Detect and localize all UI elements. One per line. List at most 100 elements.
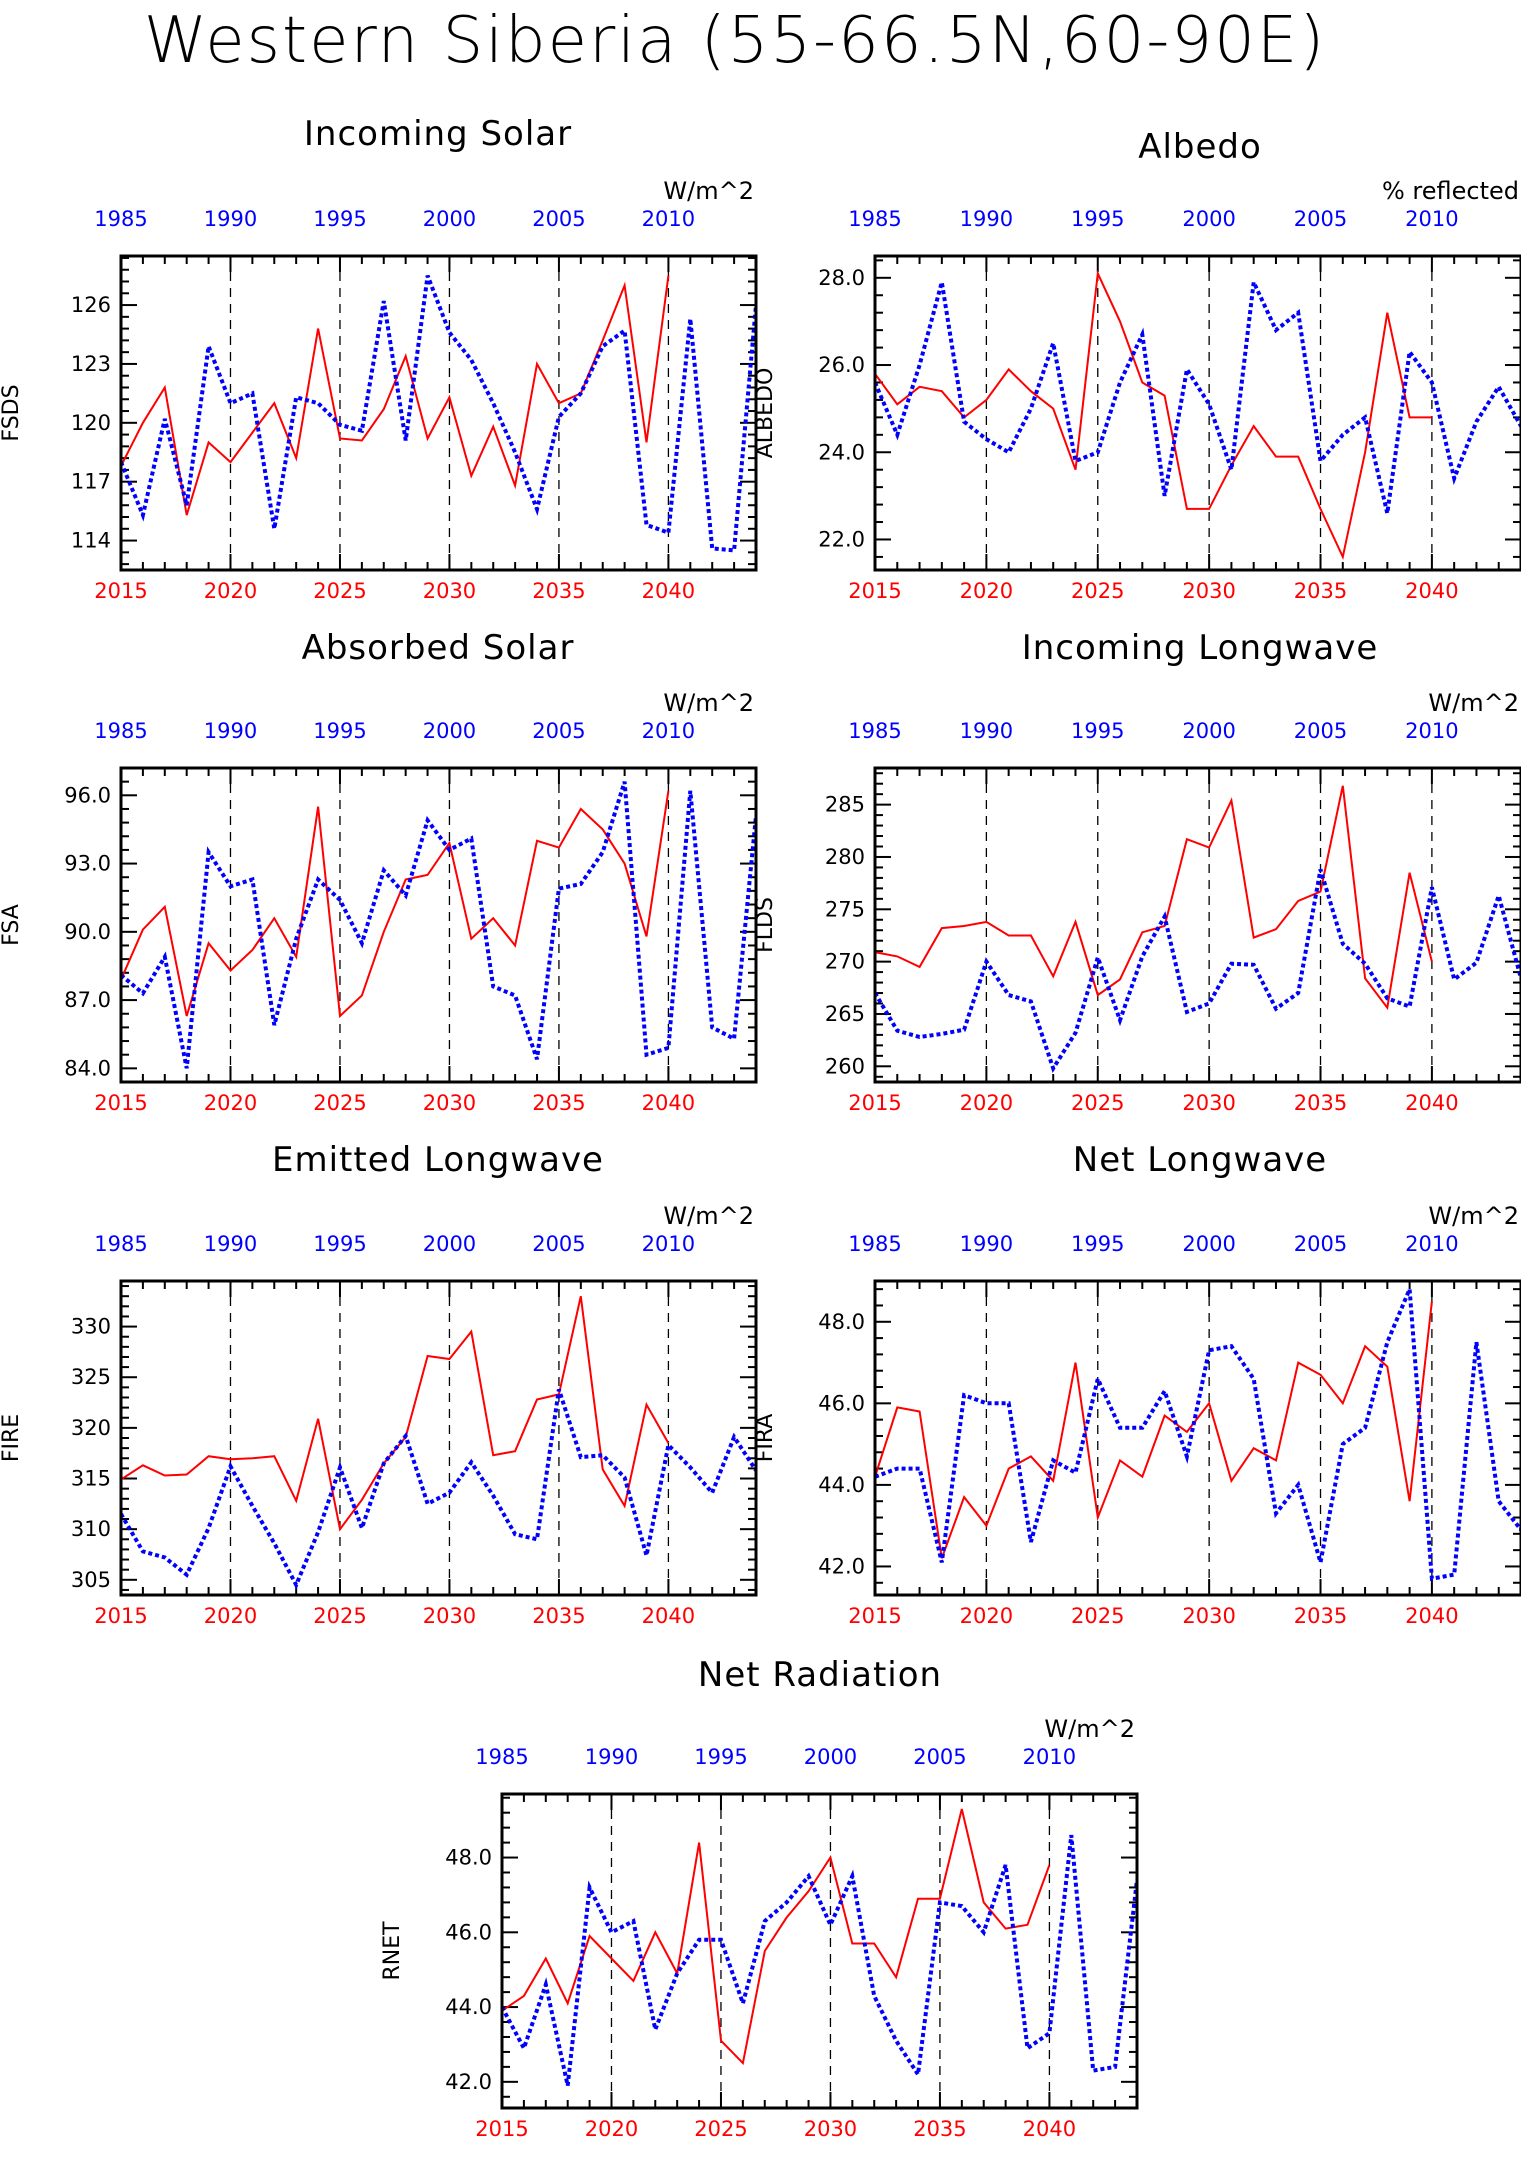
x-tick-label: 2025: [694, 2117, 747, 2141]
panel-title: Net Longwave: [1073, 1140, 1327, 1180]
y-tick-label: 280: [825, 845, 865, 869]
y-tick-label: 42.0: [445, 2070, 492, 2094]
x-tick-label: 2040: [1023, 2117, 1076, 2141]
panel-1: Incoming Solar W/m^2 2015 2020 2025 2030 2035 2…: [0, 114, 758, 603]
y-tick-label: 42.0: [818, 1554, 865, 1578]
plot-frame: [500, 1792, 1139, 2110]
x-tick-label: 2015: [94, 1604, 147, 1628]
top-tick-label: 1985: [848, 1232, 901, 1256]
x-tick-label: 2030: [1182, 1091, 1235, 1115]
top-tick-label: 2005: [532, 719, 585, 743]
x-tick-label: 2035: [1294, 579, 1347, 603]
x-tick-label: 2030: [423, 1604, 476, 1628]
top-tick-label: 1990: [204, 719, 257, 743]
top-tick-label: 2005: [913, 1745, 966, 1769]
y-tick-label: 310: [71, 1517, 111, 1541]
top-tick-label: 1985: [475, 1745, 528, 1769]
x-tick-label: 2040: [1405, 1091, 1458, 1115]
panel-title: Albedo: [1138, 127, 1262, 167]
top-tick-label: 2005: [1294, 207, 1347, 231]
x-tick-label: 2035: [532, 1604, 585, 1628]
top-tick-label: 1985: [94, 1232, 147, 1256]
x-tick-label: 2020: [960, 1091, 1013, 1115]
y-tick-label: 48.0: [445, 1846, 492, 1870]
panels: Incoming Solar W/m^2 2015 2020 2025 2030 2035 2…: [0, 114, 1521, 2141]
units-label: W/m^2: [1428, 1202, 1519, 1230]
x-tick-label: 2015: [848, 1091, 901, 1115]
top-tick-label: 2000: [423, 719, 476, 743]
x-tick-label: 2035: [1294, 1091, 1347, 1115]
top-tick-label: 2010: [642, 1232, 695, 1256]
panel-title: Incoming Longwave: [1022, 628, 1379, 668]
x-tick-label: 2015: [94, 1091, 147, 1115]
top-tick-label: 1985: [848, 207, 901, 231]
top-tick-label: 1995: [1071, 719, 1124, 743]
top-tick-label: 1990: [204, 1232, 257, 1256]
x-tick-label: 2040: [642, 1091, 695, 1115]
top-tick-label: 1995: [313, 719, 366, 743]
panel-6: Net Longwave W/m^2 2015 2020 2025 2030 2035 204…: [753, 1140, 1521, 1628]
y-axis-label: RNET: [380, 1921, 405, 1981]
series-line-future: [875, 1301, 1433, 1559]
top-tick-label: 2000: [804, 1745, 857, 1769]
series-line-historical: [502, 1834, 1137, 2087]
series-line-future: [875, 785, 1433, 1011]
top-tick-label: 2010: [1023, 1745, 1076, 1769]
top-tick-label: 2000: [1182, 207, 1235, 231]
y-tick-label: 48.0: [818, 1310, 865, 1334]
panel-2: Albedo % reflected 2015 2020 2025 2030 2035 204…: [753, 127, 1521, 603]
top-tick-label: 2000: [1182, 719, 1235, 743]
top-tick-label: 2010: [1405, 1232, 1458, 1256]
x-tick-label: 2025: [313, 1091, 366, 1115]
y-tick-label: 44.0: [818, 1473, 865, 1497]
y-tick-label: 270: [825, 950, 865, 974]
x-tick-label: 2020: [585, 2117, 638, 2141]
top-tick-label: 1995: [1071, 1232, 1124, 1256]
x-tick-label: 2035: [532, 579, 585, 603]
top-tick-label: 1990: [960, 719, 1013, 743]
y-axis-label: ALBEDO: [753, 368, 778, 459]
top-tick-label: 1990: [960, 1232, 1013, 1256]
y-tick-label: 24.0: [818, 440, 865, 464]
panel-4: Incoming Longwave W/m^2 2015 2020 2025 2030 20…: [753, 628, 1521, 1115]
plot-frame: [119, 254, 758, 572]
series-line-historical: [875, 274, 1521, 514]
panel-3: Absorbed Solar W/m^2 2015 2020 2025 2030 2035 2…: [0, 628, 758, 1115]
top-tick-label: 2005: [1294, 1232, 1347, 1256]
top-tick-label: 2000: [423, 207, 476, 231]
y-axis-label: FLDS: [753, 897, 778, 953]
x-tick-label: 2025: [1071, 1604, 1124, 1628]
x-tick-label: 2025: [313, 579, 366, 603]
x-tick-label: 2030: [804, 2117, 857, 2141]
x-tick-label: 2040: [1405, 579, 1458, 603]
figure-title: Western Siberia (55-66.5N,60-90E): [144, 4, 1326, 78]
y-tick-label: 44.0: [445, 1995, 492, 2019]
y-tick-label: 260: [825, 1054, 865, 1078]
y-tick-label: 120: [71, 411, 111, 435]
x-tick-label: 2015: [475, 2117, 528, 2141]
x-tick-label: 2035: [913, 2117, 966, 2141]
top-tick-label: 1990: [204, 207, 257, 231]
panel-5: Emitted Longwave W/m^2 2015 2020 2025 2030 203…: [0, 1140, 758, 1628]
plot-frame: [119, 766, 758, 1084]
x-tick-label: 2040: [642, 579, 695, 603]
top-tick-label: 1995: [313, 1232, 366, 1256]
x-tick-label: 2030: [423, 1091, 476, 1115]
y-tick-label: 96.0: [64, 783, 111, 807]
series-line-historical: [875, 868, 1521, 1074]
top-tick-label: 2000: [423, 1232, 476, 1256]
x-tick-label: 2020: [960, 1604, 1013, 1628]
x-tick-label: 2040: [1405, 1604, 1458, 1628]
x-tick-label: 2025: [313, 1604, 366, 1628]
top-tick-label: 1985: [848, 719, 901, 743]
x-tick-label: 2020: [204, 1604, 257, 1628]
units-label: W/m^2: [1044, 1715, 1135, 1743]
top-tick-label: 2010: [1405, 719, 1458, 743]
y-axis-label: FSA: [0, 904, 24, 946]
x-tick-label: 2020: [204, 1091, 257, 1115]
top-tick-label: 1990: [960, 207, 1013, 231]
top-tick-label: 2005: [532, 1232, 585, 1256]
top-tick-label: 2005: [1294, 719, 1347, 743]
y-tick-label: 315: [71, 1467, 111, 1491]
